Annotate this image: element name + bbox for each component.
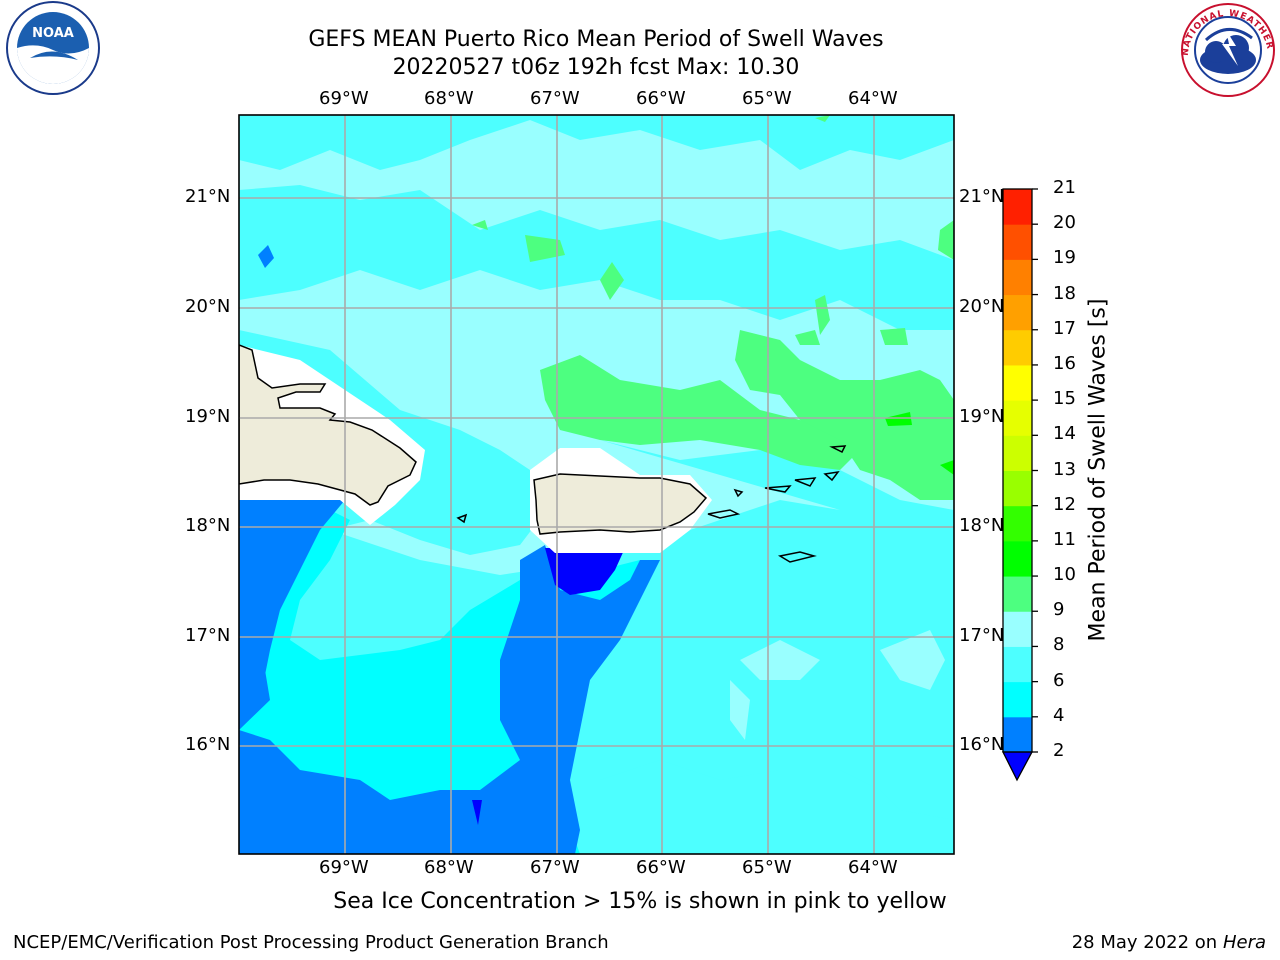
lat-label-left: 20°N: [185, 296, 231, 317]
colorbar-tick-label: 19: [1053, 247, 1076, 269]
map-title: GEFS MEAN Puerto Rico Mean Period of Swe…: [308, 27, 884, 52]
lat-label-right: 20°N: [959, 296, 1005, 317]
colorbar-cell: [1003, 294, 1032, 331]
colorbar-cell: [1003, 435, 1032, 471]
lat-label-right: 16°N: [959, 734, 1005, 755]
colorbar-cell: [1003, 364, 1032, 401]
lon-label-bottom: 65°W: [742, 857, 792, 878]
colorbar-cell: [1003, 646, 1032, 683]
colorbar-tick-label: 14: [1053, 423, 1076, 445]
lon-label-top: 64°W: [848, 88, 898, 109]
sea-ice-note: Sea Ice Concentration > 15% is shown in …: [333, 889, 947, 914]
lat-label-right: 19°N: [959, 406, 1005, 427]
lon-label-top: 65°W: [742, 88, 792, 109]
nws-logo: NATIONAL WEATHER SERVICE: [1176, 0, 1275, 97]
colorbar-cell: [1003, 224, 1032, 260]
colorbar-tick-label: 9: [1053, 599, 1065, 621]
lon-label-bottom: 64°W: [848, 857, 898, 878]
colorbar-cell: [1003, 400, 1032, 436]
colorbar-tick-label: 12: [1053, 493, 1076, 515]
graticule: [239, 115, 954, 854]
colorbar-cell: [1003, 470, 1032, 507]
colorbar-tick-label: 21: [1053, 177, 1076, 198]
colorbar-tick-label: 16: [1053, 352, 1076, 374]
lat-label-left: 16°N: [185, 734, 231, 755]
lat-label-left: 18°N: [185, 515, 231, 536]
colorbar-tick-label: 6: [1053, 669, 1065, 691]
colorbar-tick-label: 10: [1053, 564, 1076, 586]
lat-label-right: 21°N: [959, 186, 1005, 207]
colorbar-cell: [1003, 505, 1032, 542]
colorbar-cell: [1003, 716, 1032, 753]
lat-label-left: 17°N: [185, 625, 231, 646]
credit-host: Hera: [1222, 932, 1266, 953]
colorbar-cell: [1003, 540, 1032, 577]
colorbar-cell: [1003, 189, 1032, 225]
colorbar-cell: [1003, 611, 1032, 647]
noaa-logo: NOAA: [6, 1, 100, 95]
map-subtitle: 20220527 t06z 192h fcst Max: 10.30: [392, 55, 800, 80]
colorbar-under-arrow: [1001, 751, 1034, 782]
credit-date: 28 May 2022 on: [1071, 932, 1218, 953]
colorbar-tick-label: 8: [1053, 634, 1065, 656]
colorbar-label: Mean Period of Swell Waves [s]: [1085, 298, 1111, 642]
lon-label-bottom: 66°W: [636, 857, 686, 878]
credit-left: NCEP/EMC/Verification Post Processing Pr…: [13, 932, 609, 953]
colorbar-tick-label: 4: [1053, 704, 1065, 726]
colorbar-tick-label: 13: [1053, 458, 1076, 480]
colorbar-tick-label: 15: [1053, 388, 1076, 410]
map-frame: [238, 114, 955, 855]
lon-label-top: 69°W: [319, 88, 369, 109]
colorbar-cell: [1003, 681, 1032, 718]
colorbar-tick-label: 18: [1053, 282, 1076, 304]
colorbar-cell: [1003, 259, 1032, 296]
colorbar-tick-label: 20: [1053, 212, 1076, 234]
colorbar-tick-label: 2: [1053, 740, 1065, 761]
colorbar-cell: [1003, 329, 1032, 366]
swell-period-field: [239, 115, 954, 854]
lat-label-right: 17°N: [959, 625, 1005, 646]
colorbar: [1001, 188, 1038, 782]
noaa-logo-text: NOAA: [32, 26, 74, 41]
colorbar-tick-label: 11: [1053, 528, 1076, 550]
colorbar-cell: [1003, 576, 1032, 612]
lon-label-bottom: 69°W: [319, 857, 369, 878]
lat-label-left: 21°N: [185, 186, 231, 207]
lon-label-bottom: 67°W: [530, 857, 580, 878]
lon-label-top: 67°W: [530, 88, 580, 109]
lon-label-top: 66°W: [636, 88, 686, 109]
lat-label-left: 19°N: [185, 406, 231, 427]
credit-right: 28 May 2022 on Hera: [1072, 932, 1266, 953]
lat-label-right: 18°N: [959, 515, 1005, 536]
colorbar-tick-label: 17: [1053, 317, 1076, 339]
lon-label-top: 68°W: [424, 88, 474, 109]
lon-label-bottom: 68°W: [424, 857, 474, 878]
